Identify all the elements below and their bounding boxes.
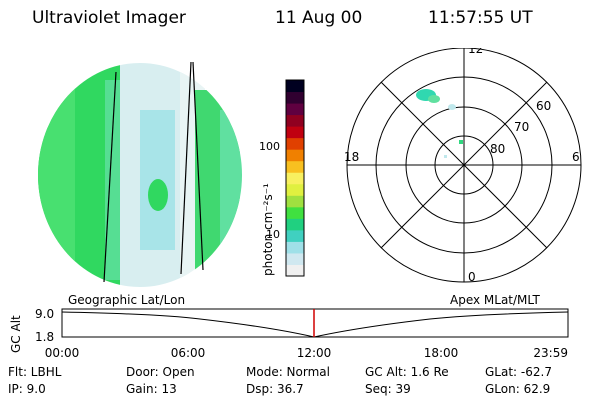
colorbar-tick-100: 100 [259, 140, 280, 153]
colorbar-stripe [286, 183, 304, 196]
mode-label: Mode: Normal [246, 365, 330, 379]
lat-label-80: 80 [490, 142, 505, 156]
flt-label: Flt: LBHL [8, 365, 62, 379]
mlt-label-18: 18 [344, 150, 359, 164]
aurora-blob-2 [459, 140, 463, 144]
colorbar-stripe [286, 114, 304, 127]
colorbar-stripe [286, 252, 304, 265]
colorbar-stripe [286, 80, 304, 93]
timeline-ytick-bottom: 1.8 [35, 330, 54, 344]
instrument-title: Ultraviolet Imager [32, 8, 186, 28]
time-label: 11:57:55 UT [428, 8, 533, 28]
timeline-ytick-top: 9.0 [35, 307, 54, 321]
colorbar-stripe [286, 195, 304, 208]
altitude-curve [61, 311, 569, 338]
gcalt-label: GC Alt: 1.6 Re [365, 365, 449, 379]
apex-label: Apex MLat/MLT [450, 293, 540, 307]
colorbar-tick-10: 10 [266, 228, 280, 241]
colorbar-stripe [286, 126, 304, 139]
uv-image-panel [38, 61, 242, 287]
mlt-label-0: 0 [468, 270, 476, 284]
colorbar-stripe [286, 160, 304, 173]
xtick-1200: 12:00 [297, 346, 332, 360]
colorbar-stripe [286, 241, 304, 254]
orbit-line-2 [180, 61, 192, 275]
glon-label: GLon: 62.9 [485, 382, 551, 396]
xtick-0000: 00:00 [45, 346, 80, 360]
glat-label: GLat: -62.7 [485, 365, 552, 379]
colorbar-panel: 100 10 photon cm⁻²s⁻¹ [259, 79, 305, 277]
colorbar-stripe [286, 137, 304, 150]
xtick-2359: 23:59 [533, 346, 568, 360]
colorbar-stripe [286, 172, 304, 185]
xtick-0600: 06:00 [171, 346, 206, 360]
colorbar-stripe [286, 149, 304, 162]
colorbar-stripe [286, 264, 304, 277]
gain-label: Gain: 13 [126, 382, 177, 396]
timeline-axis-title: GC Alt [9, 315, 23, 353]
colorbar-unit-label: photon cm⁻²s⁻¹ [261, 183, 275, 276]
uv-image-disk [38, 63, 242, 287]
orbit-line-1 [103, 71, 117, 283]
dsp-label: Dsp: 36.7 [246, 382, 304, 396]
timeline-plot: GC Alt 9.0 1.8 00:00 06:00 12:00 18:00 2… [9, 307, 569, 360]
xtick-1800: 18:00 [424, 346, 459, 360]
seq-label: Seq: 39 [365, 382, 411, 396]
mlt-label-6: 6 [572, 150, 580, 164]
door-label: Door: Open [126, 365, 195, 379]
lat-label-60: 60 [536, 99, 551, 113]
polar-plot: 12 0 18 6 60 70 80 [344, 48, 582, 284]
timeline-frame [61, 308, 569, 338]
colorbar-stripe [286, 229, 304, 242]
mlt-label-12: 12 [468, 48, 483, 56]
colorbar-gradient [286, 80, 304, 277]
geographic-label: Geographic Lat/Lon [68, 293, 186, 307]
colorbar-stripe [286, 91, 304, 104]
colorbar-stripe [286, 218, 304, 231]
lat-label-70: 70 [514, 120, 529, 134]
orbit-line-3 [192, 61, 204, 271]
colorbar-stripe [286, 103, 304, 116]
colorbar-stripe [286, 206, 304, 219]
ip-label: IP: 9.0 [8, 382, 46, 396]
date-label: 11 Aug 00 [275, 8, 363, 28]
